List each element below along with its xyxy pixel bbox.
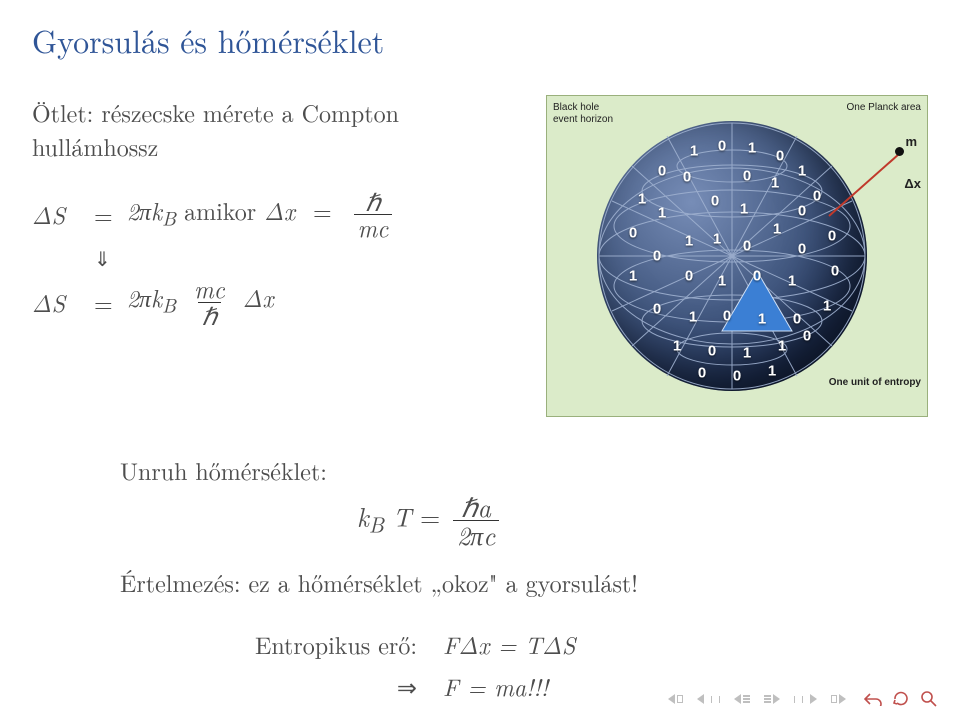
eq1-word: amikor bbox=[184, 193, 264, 227]
slide-title: Gyorsulás és hőmérséklet bbox=[32, 18, 928, 63]
unruh-T: T bbox=[393, 497, 412, 534]
back-icon[interactable] bbox=[864, 692, 882, 706]
entropic-rhs1: FΔx = TΔS bbox=[443, 627, 643, 661]
idea-line1: Ötlet: részecske mérete a Compton bbox=[32, 95, 399, 129]
eq-row-2: ΔS = 2πkB mc ℏ Δx bbox=[32, 276, 532, 327]
unruh-frac: ℏa 2πc bbox=[453, 493, 499, 549]
loop-icon[interactable] bbox=[892, 691, 910, 707]
unruh-label: Unruh hőmérséklet: bbox=[120, 453, 327, 487]
planck-connector bbox=[547, 96, 927, 416]
entropic-row2: ⇒ F = ma!!! bbox=[120, 669, 740, 703]
nav-next-section-icon[interactable] bbox=[764, 694, 780, 704]
nav-first-icon[interactable] bbox=[668, 694, 683, 704]
search-icon[interactable] bbox=[920, 690, 938, 708]
unruh-den: 2πc bbox=[453, 520, 499, 548]
eq2-eq: = bbox=[94, 283, 113, 321]
label-m: m bbox=[905, 134, 917, 149]
holographic-illustration: Black hole event horizon One Planck area bbox=[546, 95, 928, 417]
eq-arrow-row: ⇓ bbox=[32, 242, 532, 274]
planck-dot bbox=[895, 147, 904, 156]
entropic-block: Entropikus erő: FΔx = TΔS ⇒ F = ma!!! bbox=[120, 627, 740, 703]
eq2-lhs: ΔS bbox=[32, 283, 80, 321]
eq2-rhs-a: 2πk bbox=[127, 280, 162, 314]
entropic-label: Entropikus erő: bbox=[217, 627, 417, 661]
nav-icons bbox=[668, 694, 846, 704]
eq2-rhs: 2πkB mc ℏ Δx bbox=[127, 276, 274, 327]
interpretation: Értelmezés: ez a hőmérséklet „okoz" a gy… bbox=[120, 565, 740, 599]
left-column: Ötlet: részecske mérete a Compton hullám… bbox=[32, 95, 532, 330]
unruh-kB-k: k bbox=[357, 497, 369, 534]
eq1-frac-den: mc bbox=[354, 214, 393, 240]
entropic-arrow: ⇒ bbox=[217, 669, 417, 703]
eq-row-1: ΔS = 2πkB amikor Δx = ℏ mc bbox=[32, 189, 532, 240]
eq1-rhs-a: 2πk bbox=[127, 193, 162, 227]
eq2-frac: mc ℏ bbox=[190, 276, 229, 327]
nav-next-icon[interactable] bbox=[794, 694, 817, 704]
eq2-frac-den: ℏ bbox=[198, 302, 221, 328]
upper-row: Ötlet: részecske mérete a Compton hullám… bbox=[32, 95, 928, 417]
eq2-dx: Δx bbox=[243, 280, 274, 314]
eq2-rhs-sub: B bbox=[162, 290, 176, 319]
nav-prev-section-icon[interactable] bbox=[734, 694, 750, 704]
eq1-dx: Δx bbox=[264, 193, 295, 227]
entropic-rhs2: F = ma!!! bbox=[443, 669, 643, 703]
unruh-eq: kB T = ℏa 2πc bbox=[120, 493, 740, 549]
unruh-kB-B: B bbox=[369, 510, 384, 540]
unruh-block: Unruh hőmérséklet: kB T = ℏa 2πc Értelme… bbox=[120, 453, 740, 703]
unruh-equals: = bbox=[420, 497, 449, 534]
idea-text: Ötlet: részecske mérete a Compton hullám… bbox=[32, 95, 532, 163]
control-icons bbox=[864, 690, 938, 708]
slide: Gyorsulás és hőmérséklet Ötlet: részecsk… bbox=[0, 0, 960, 718]
footer-nav bbox=[668, 690, 938, 708]
eq1-rhs: 2πkB amikor Δx = ℏ mc bbox=[127, 189, 397, 240]
eq1-frac: ℏ mc bbox=[354, 189, 393, 240]
equation-block: ΔS = 2πkB amikor Δx = ℏ mc bbox=[32, 189, 532, 328]
eq1-eq: = bbox=[94, 195, 113, 233]
eq-arrow: ⇓ bbox=[94, 242, 111, 274]
label-entropy: One unit of entropy bbox=[829, 377, 921, 388]
eq1-rhs-sub: B bbox=[162, 203, 176, 232]
eq1-eq2: = bbox=[313, 193, 332, 227]
entropic-row1: Entropikus erő: FΔx = TΔS bbox=[120, 627, 740, 661]
idea-line2: hullámhossz bbox=[32, 129, 158, 163]
eq1-lhs: ΔS bbox=[32, 195, 80, 233]
label-dx: Δx bbox=[904, 176, 921, 191]
nav-last-icon[interactable] bbox=[831, 694, 846, 704]
nav-prev-icon[interactable] bbox=[697, 694, 720, 704]
